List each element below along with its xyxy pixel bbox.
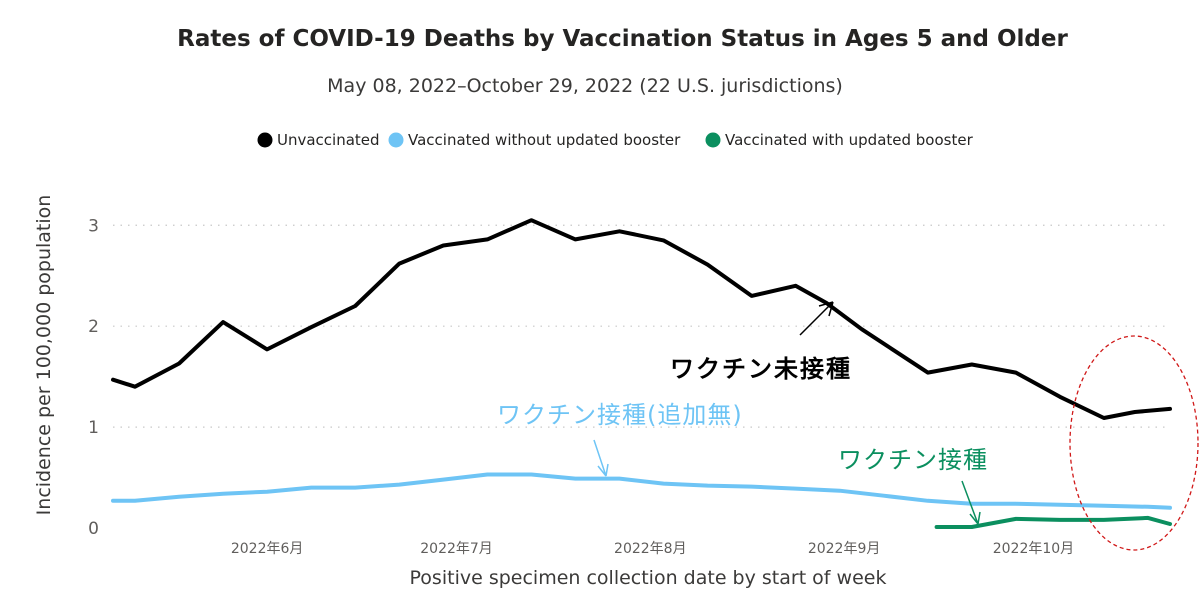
x-tick-label: 2022年9月	[808, 541, 881, 557]
legend-marker-1	[257, 132, 273, 148]
legend-marker-2	[388, 132, 404, 148]
x-tick-label: 2022年10月	[993, 541, 1074, 557]
legend-marker-3	[705, 132, 721, 148]
x-axis-ticks: 2022年6月 2022年7月 2022年8月 2022年9月 2022年10月	[231, 541, 1074, 557]
y-tick-label: 1	[88, 418, 99, 438]
annotation-arrow-no-booster	[593, 439, 609, 477]
y-tick-label: 3	[88, 216, 99, 236]
x-axis-title: Positive specimen collection date by sta…	[410, 567, 887, 589]
chart-subtitle: May 08, 2022–October 29, 2022 (22 U.S. j…	[327, 75, 843, 97]
series-line-2	[111, 472, 1172, 510]
series-line-3	[934, 515, 1172, 529]
y-axis-ticks: 0 1 2 3	[88, 216, 99, 539]
x-tick-label: 2022年7月	[420, 541, 493, 557]
annotation-unvaccinated: ワクチン未接種	[670, 355, 852, 383]
y-axis-title: Incidence per 100,000 population	[33, 195, 55, 516]
annotation-arrow-unvaccinated	[799, 301, 834, 336]
y-tick-label: 2	[88, 317, 99, 337]
series-line-1	[111, 218, 1172, 420]
annotation-vaccinated-booster: ワクチン接種	[838, 446, 988, 474]
series-lines	[111, 218, 1172, 529]
y-tick-label: 0	[88, 519, 99, 539]
annotation-arrow-booster	[961, 480, 981, 525]
legend-label-1: Unvaccinated	[277, 131, 380, 149]
legend: Unvaccinated Vaccinated without updated b…	[257, 131, 974, 149]
x-tick-label: 2022年6月	[231, 541, 304, 557]
annotation-vaccinated-no-booster: ワクチン接種(追加無)	[497, 401, 743, 429]
chart-title: Rates of COVID-19 Deaths by Vaccination …	[177, 26, 1068, 52]
highlight-ellipse	[1069, 335, 1199, 551]
x-tick-label: 2022年8月	[614, 541, 687, 557]
gridlines	[113, 224, 1170, 428]
legend-label-3: Vaccinated with updated booster	[725, 131, 974, 149]
legend-label-2: Vaccinated without updated booster	[408, 131, 681, 149]
